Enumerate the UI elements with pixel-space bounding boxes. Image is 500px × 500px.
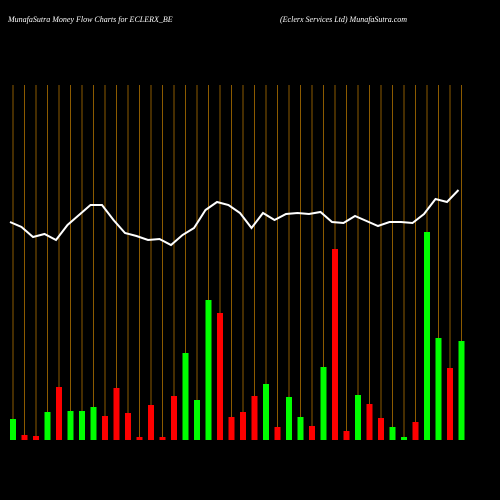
bar — [228, 417, 235, 440]
chart-subtitle: (Eclerx Services Ltd) MunafaSutra.com — [280, 15, 407, 24]
bar — [79, 411, 85, 440]
money-flow-line — [9, 189, 460, 247]
bar — [102, 416, 108, 440]
bar — [447, 368, 453, 440]
bar — [251, 396, 258, 440]
bar — [171, 396, 177, 440]
bar — [21, 435, 28, 440]
bar — [309, 426, 315, 440]
bar — [320, 367, 327, 440]
bar — [67, 411, 74, 440]
bar — [125, 413, 131, 440]
bar — [205, 300, 212, 440]
bar — [355, 395, 361, 440]
bar — [10, 419, 16, 440]
bar — [263, 384, 269, 440]
bar — [240, 412, 246, 440]
bar — [113, 388, 120, 440]
chart-title: MunafaSutra Money Flow Charts for ECLERX… — [7, 15, 173, 24]
bar — [424, 232, 430, 440]
bar — [332, 249, 338, 440]
bar — [159, 437, 166, 440]
bar — [274, 427, 281, 440]
bar — [389, 427, 396, 440]
bar — [435, 338, 442, 440]
bar — [148, 405, 154, 440]
bar — [378, 418, 384, 440]
bar — [56, 387, 62, 440]
bar — [194, 400, 200, 440]
bar — [412, 422, 419, 440]
bar — [217, 313, 223, 440]
bar — [401, 437, 407, 440]
bar — [33, 436, 39, 440]
bar — [44, 412, 51, 440]
bar — [366, 404, 373, 440]
bar — [343, 431, 350, 440]
bar — [286, 397, 292, 440]
bar — [136, 437, 143, 440]
bar — [458, 341, 465, 440]
bar — [297, 417, 304, 440]
bar — [90, 407, 97, 440]
bar — [182, 353, 189, 440]
